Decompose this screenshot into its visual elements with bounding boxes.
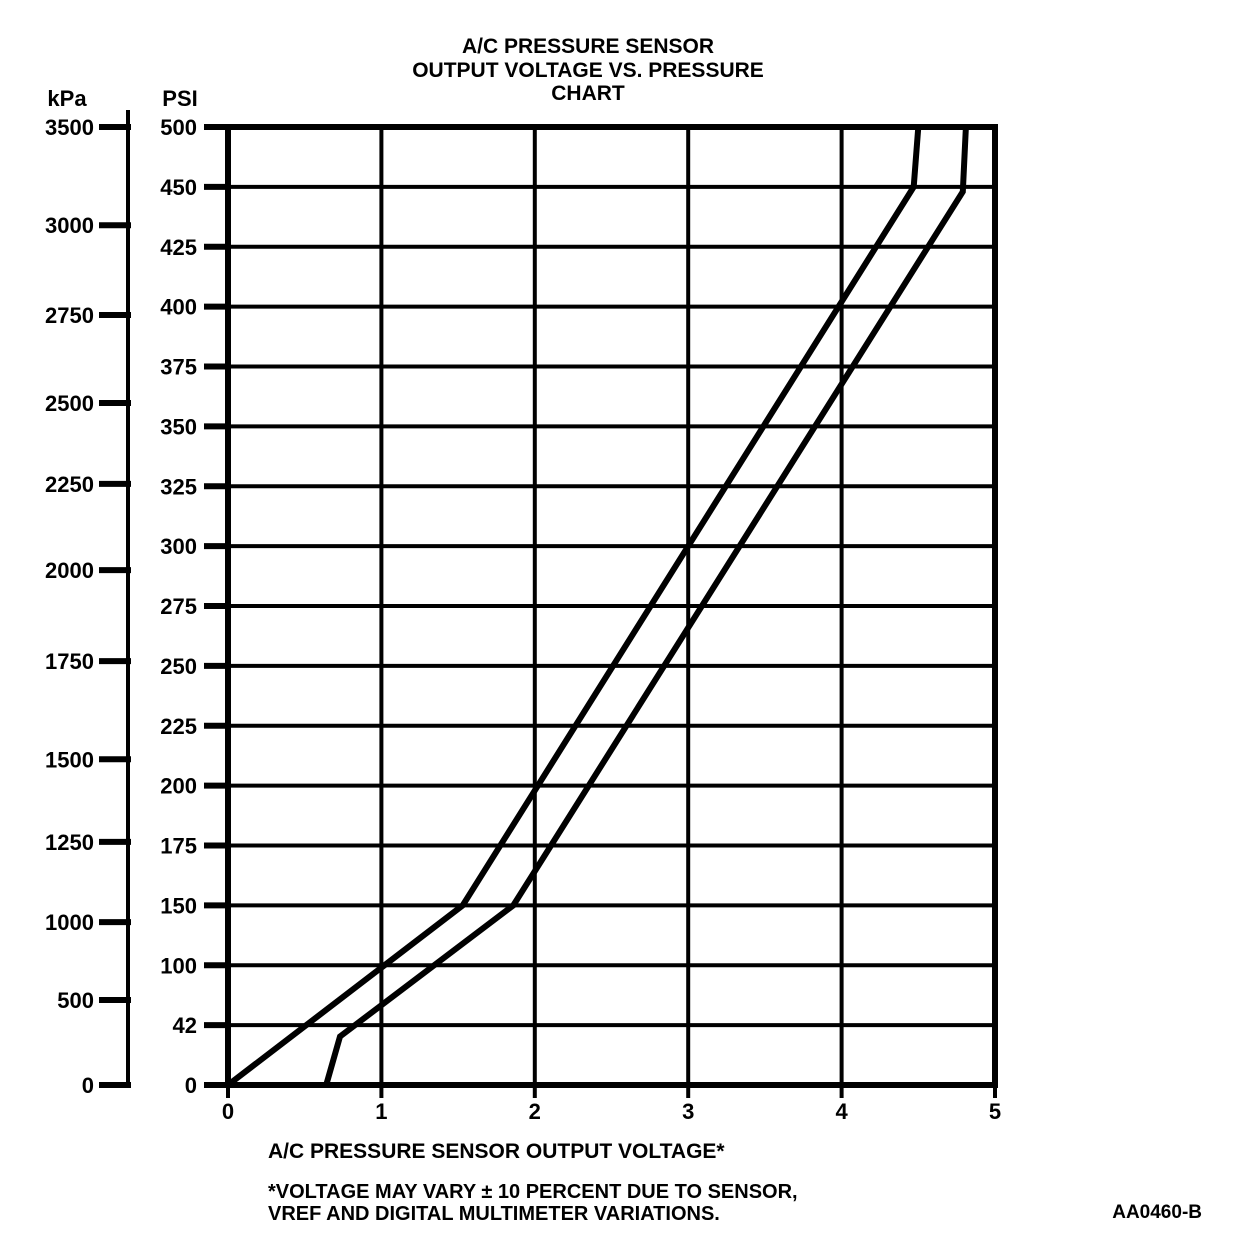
chart-title-line-3: CHART [551, 82, 625, 105]
plot-grid [225, 124, 998, 1088]
psi-tick-label: 425 [160, 235, 197, 260]
psi-tick-label: 325 [160, 474, 197, 499]
psi-tick-label: 250 [160, 654, 197, 679]
kpa-tick-label: 1250 [45, 830, 94, 855]
psi-tick-label: 100 [160, 953, 197, 978]
x-axis: 0 1 2 3 4 5 [222, 1085, 1001, 1124]
kpa-tick-label: 1000 [45, 910, 94, 935]
psi-tick-label: 500 [160, 115, 197, 140]
chart-title-line-1: A/C PRESSURE SENSOR [462, 35, 714, 58]
psi-tick-label: 225 [160, 714, 197, 739]
kpa-tick-label: 1500 [45, 747, 94, 772]
kpa-tick-label: 2250 [45, 472, 94, 497]
psi-tick-label: 175 [160, 834, 197, 859]
psi-tick-label: 450 [160, 175, 197, 200]
psi-axis: 0 42 100 150 175 200 225 250 275 300 325 350 375 400 4… [160, 115, 231, 1098]
psi-tick-label: 0 [185, 1073, 197, 1098]
x-tick-label: 2 [529, 1099, 541, 1124]
x-tick-label: 4 [835, 1099, 848, 1124]
footnote-line-2: VREF AND DIGITAL MULTIMETER VARIATIONS. [268, 1203, 720, 1225]
psi-tick-label: 150 [160, 893, 197, 918]
kpa-tick-label: 3000 [45, 213, 94, 238]
x-axis-title: A/C PRESSURE SENSOR OUTPUT VOLTAGE* [268, 1140, 725, 1163]
psi-tick-label: 350 [160, 414, 197, 439]
x-tick-label: 0 [222, 1099, 234, 1124]
chart-title: A/C PRESSURE SENSOR OUTPUT VOLTAGE VS. P… [412, 35, 764, 105]
doc-code: AA0460-B [1112, 1202, 1202, 1223]
x-tick-label: 5 [989, 1099, 1001, 1124]
psi-tick-label: 275 [160, 594, 197, 619]
kpa-axis-header: kPa [47, 86, 87, 111]
psi-tick-label: 200 [160, 774, 197, 799]
psi-tick-label: 400 [160, 295, 197, 320]
kpa-axis: 0 500 1000 1250 1500 1750 2000 2250 2500 2750 3000… [45, 110, 131, 1098]
footnote-line-1: *VOLTAGE MAY VARY ± 10 PERCENT DUE TO SE… [268, 1181, 798, 1203]
upper-tolerance-line [226, 126, 922, 1088]
chart-title-line-2: OUTPUT VOLTAGE VS. PRESSURE [412, 59, 764, 82]
psi-axis-header: PSI [162, 86, 197, 111]
psi-tick-label: 300 [160, 534, 197, 559]
kpa-tick-label: 3500 [45, 115, 94, 140]
series-lines [226, 126, 969, 1088]
x-tick-label: 1 [375, 1099, 387, 1124]
psi-tick-label: 375 [160, 355, 197, 380]
kpa-tick-label: 2000 [45, 558, 94, 583]
kpa-tick-label: 2500 [45, 391, 94, 416]
lower-tolerance-line [323, 126, 969, 1086]
x-tick-label: 3 [682, 1099, 694, 1124]
psi-tick-label: 42 [173, 1013, 197, 1038]
kpa-tick-label: 2750 [45, 303, 94, 328]
kpa-tick-label: 500 [57, 988, 94, 1013]
kpa-tick-label: 1750 [45, 649, 94, 674]
captions: A/C PRESSURE SENSOR OUTPUT VOLTAGE* *VOL… [268, 1140, 1202, 1225]
kpa-tick-label: 0 [82, 1073, 94, 1098]
